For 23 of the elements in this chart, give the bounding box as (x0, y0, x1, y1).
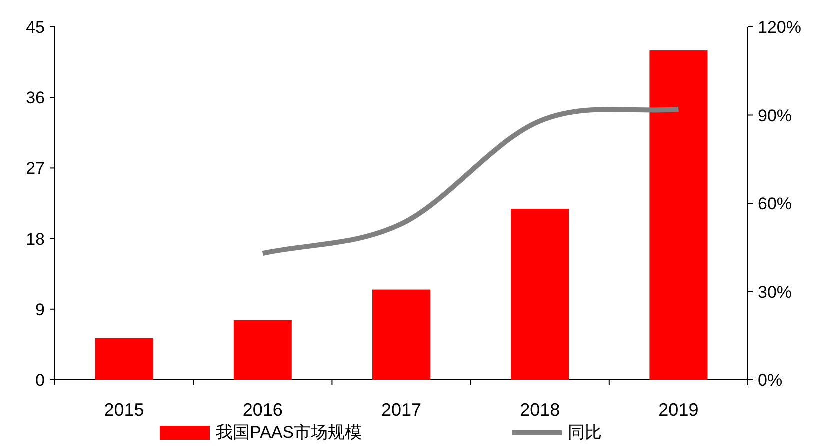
y2-tick-label: 120% (758, 18, 802, 37)
bar (95, 338, 154, 380)
y2-tick-label: 0% (758, 371, 783, 390)
x-tick-label: 2016 (242, 400, 283, 420)
y2-tick-label: 90% (758, 106, 792, 126)
bar (511, 208, 570, 380)
x-tick-label: 2019 (658, 400, 699, 420)
y-tick-label: 36 (26, 88, 45, 108)
legend-label: 我国PAAS市场规模 (216, 423, 362, 442)
legend-label: 同比 (568, 423, 602, 442)
x-tick-label: 2015 (104, 400, 144, 420)
y-tick-label: 0 (36, 371, 45, 390)
bar (234, 320, 292, 380)
y2-tick-label: 30% (758, 282, 792, 302)
y-tick-label: 27 (26, 159, 45, 178)
bar (372, 290, 430, 380)
x-tick-label: 2017 (381, 400, 422, 420)
y-tick-label: 18 (26, 230, 45, 249)
x-tick-label: 2018 (520, 400, 560, 420)
bar (650, 50, 708, 380)
y2-tick-label: 60% (758, 194, 792, 214)
y-tick-label: 9 (36, 300, 45, 320)
y-tick-label: 45 (26, 18, 45, 37)
